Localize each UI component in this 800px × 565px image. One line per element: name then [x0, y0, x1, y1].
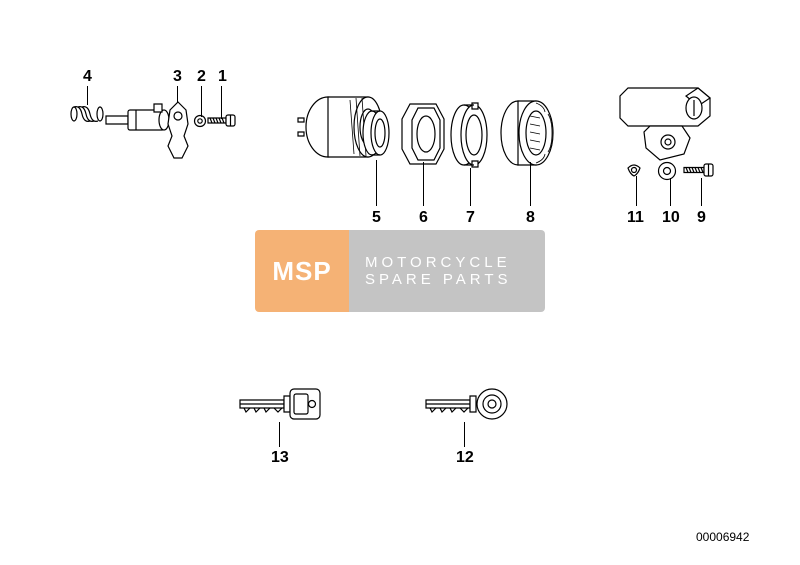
callout-5: 5 [372, 210, 381, 226]
leader-4 [87, 86, 88, 105]
leader-7 [470, 168, 471, 206]
watermark-label: MOTORCYCLE SPARE PARTS [349, 230, 545, 312]
leader-1 [221, 86, 222, 119]
leader-11 [636, 176, 637, 206]
leader-3 [177, 86, 178, 103]
callout-9: 9 [697, 210, 706, 226]
leader-5 [376, 160, 377, 206]
part-capnut-8 [500, 100, 554, 166]
part-washer-10 [658, 162, 676, 180]
callout-4: 4 [83, 69, 92, 85]
part-lock-body [620, 88, 712, 162]
part-screw-1 [208, 114, 236, 127]
part-key-12 [426, 386, 508, 422]
part-washer-7 [450, 104, 490, 166]
part-washer-2 [194, 115, 206, 127]
callout-12: 12 [456, 450, 474, 466]
callout-13: 13 [271, 450, 289, 466]
watermark-badge: MSP [255, 230, 349, 312]
callout-7: 7 [466, 210, 475, 226]
part-screw-9 [684, 163, 714, 177]
callout-8: 8 [526, 210, 535, 226]
leader-13 [279, 422, 280, 447]
watermark-badge-text: MSP [272, 256, 331, 287]
leader-6 [423, 162, 424, 206]
diagram-stage: MSP MOTORCYCLE SPARE PARTS 00006942 1234… [0, 0, 800, 565]
part-key-13 [240, 386, 322, 422]
leader-10 [670, 178, 671, 206]
watermark-line1: MOTORCYCLE [365, 254, 545, 271]
part-hexnut-6 [402, 104, 444, 164]
part-spring-4 [70, 105, 104, 123]
part-plate-3 [166, 102, 190, 160]
callout-1: 1 [218, 69, 227, 85]
callout-6: 6 [419, 210, 428, 226]
leader-9 [701, 178, 702, 206]
part-barrel-lock [106, 104, 170, 136]
part-washer-11 [626, 162, 642, 178]
watermark: MSP MOTORCYCLE SPARE PARTS [255, 230, 545, 312]
callout-10: 10 [662, 210, 680, 226]
leader-8 [530, 162, 531, 206]
callout-11: 11 [627, 210, 644, 226]
diagram-id: 00006942 [696, 530, 749, 544]
callout-3: 3 [173, 69, 182, 85]
callout-2: 2 [197, 69, 206, 85]
watermark-line2: SPARE PARTS [365, 271, 545, 288]
part-ring-5 [362, 110, 392, 156]
leader-2 [201, 86, 202, 117]
leader-12 [464, 422, 465, 447]
